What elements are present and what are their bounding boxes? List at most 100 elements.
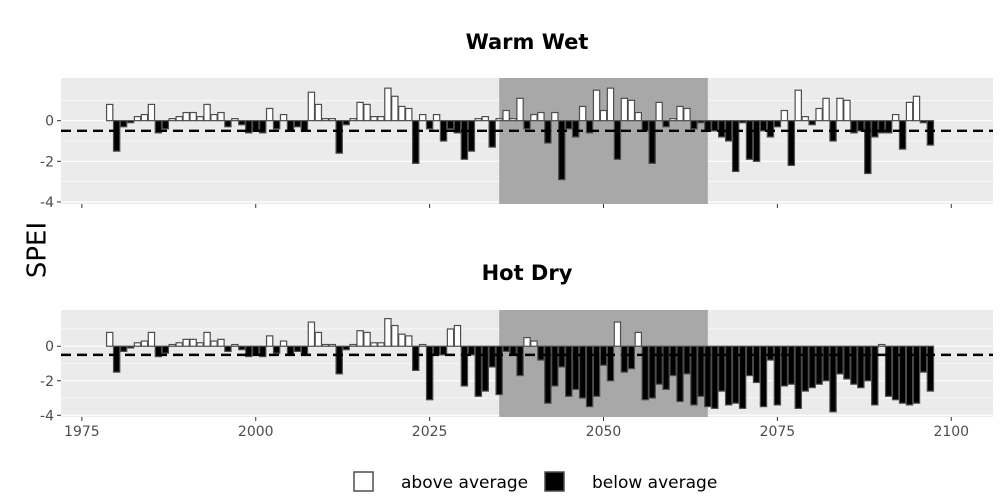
bar-below-average [662,345,670,390]
bar-below-average [300,120,309,132]
bar-below-average [864,120,872,175]
bar-below-average [474,345,483,397]
bar-below-average [780,345,789,387]
bar-above-average [210,340,218,347]
bar-above-average [592,89,601,122]
bar-above-average [391,324,399,347]
bar-below-average [516,345,524,377]
bar-below-average [551,345,559,387]
bar-above-average [502,109,510,122]
bar-below-average [759,120,768,132]
bar-below-average [411,345,420,372]
plot-area-warm-wet: 0 -2 -4 [40,78,993,211]
bar-below-average [119,120,128,128]
bar-above-average [446,328,455,347]
bar-above-average [217,338,225,347]
bar-above-average [606,87,615,122]
bar-above-average [189,111,197,122]
bar-above-average [405,335,413,347]
bar-below-average [439,345,448,356]
bar-above-average [231,118,239,122]
bar-below-average [752,120,761,162]
bar-below-average [752,345,761,384]
bar-below-average [571,345,580,390]
bar-above-average [314,103,323,122]
bar-below-average [836,345,844,375]
bar-below-average [565,345,573,397]
bar-below-average [425,345,434,401]
y-tick-label: 0 [45,114,54,130]
bar-above-average [815,107,823,122]
bar-above-average [432,113,441,122]
bar-above-average [328,118,336,122]
bar-below-average [877,120,886,134]
bar-below-average [411,120,420,164]
bar-above-average [405,107,413,122]
bar-above-average [801,116,809,122]
bar-below-average [335,120,343,154]
bar-below-average [690,345,698,406]
bar-above-average [780,109,789,122]
bar-above-average [509,118,517,122]
bar-below-average [641,345,649,401]
y-tick-label: -4 [40,408,54,424]
bar-below-average [919,345,928,373]
bar-above-average [196,116,204,122]
bar-below-average [697,345,705,397]
bar-below-average [766,120,775,138]
bar-above-average [175,116,183,122]
legend-key-above-average [353,471,374,492]
bar-above-average [384,318,392,347]
bar-below-average [815,345,823,385]
bar-below-average [606,345,615,382]
bar-below-average [787,120,796,166]
bar-below-average [648,120,656,164]
bar-below-average [857,345,865,389]
bar-above-average [133,342,142,347]
bar-above-average [453,324,462,347]
bar-below-average [905,345,914,406]
panel-hot-dry: Hot Dry 0 -2 -4 1975 2000 2025 2050 2075 2100 [40,261,993,440]
bar-above-average [620,97,629,122]
x-tick-label: 2100 [933,424,969,440]
bar-below-average [724,345,733,406]
bar-below-average [592,345,601,397]
bar-below-average [759,345,768,408]
bar-below-average [822,345,830,382]
bar-below-average [898,120,907,150]
bar-below-average [718,120,726,138]
bar-below-average [898,345,907,404]
bar-above-average [133,116,142,122]
bar-below-average [258,120,267,134]
bar-above-average [537,111,545,122]
bar-above-average [321,118,330,122]
bar-above-average [391,95,399,122]
bar-below-average [286,120,295,132]
bar-below-average [912,345,921,404]
bar-above-average [794,89,802,122]
bar-above-average [481,116,489,122]
bar-above-average [669,118,677,122]
bar-above-average [147,331,156,347]
bar-below-average [843,345,851,380]
bar-below-average [342,120,350,126]
bar-below-average [286,345,295,356]
bar-below-average [648,345,656,399]
bar-below-average [683,345,691,375]
bar-below-average [460,120,469,160]
bar-below-average [926,345,935,392]
bar-below-average [488,120,496,148]
bar-above-average [377,116,385,122]
bar-below-average [711,120,719,132]
bar-below-average [119,345,128,353]
y-tick-label: -2 [40,154,54,170]
bar-above-average [265,335,274,347]
bar-above-average [279,113,288,122]
panel-warm-wet: Warm Wet 0 -2 -4 [40,30,993,211]
bar-above-average [877,343,886,347]
bar-below-average [154,120,163,134]
bar-above-average [377,342,385,347]
bar-below-average [871,120,879,138]
bar-above-average [147,103,156,122]
bar-below-average [467,345,476,356]
